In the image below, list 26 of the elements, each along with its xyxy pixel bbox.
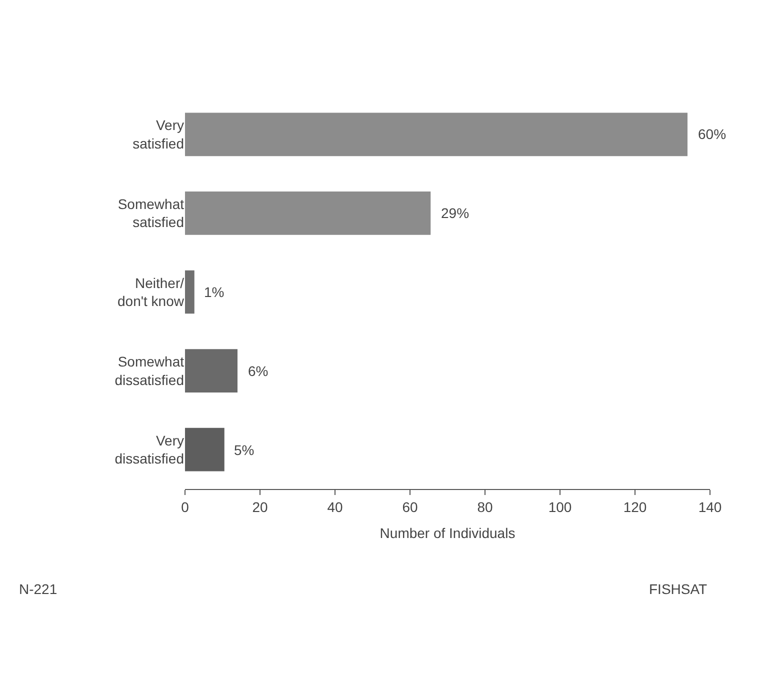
y-tick-label: Very dissatisfied bbox=[114, 432, 184, 467]
x-axis-title: Number of Individuals bbox=[380, 525, 516, 542]
x-tick-label: 140 bbox=[698, 498, 722, 515]
y-tick-label: Somewhat satisfied bbox=[118, 196, 184, 230]
annotation: 5% bbox=[234, 442, 254, 458]
annotation: 29% bbox=[441, 205, 470, 221]
x-tick-label: 100 bbox=[548, 498, 572, 515]
y-tick-label: Somewhat dissatisfied bbox=[114, 354, 184, 388]
x-tick-label: 40 bbox=[327, 498, 343, 515]
bar bbox=[185, 270, 194, 314]
bar bbox=[185, 428, 224, 472]
bar bbox=[185, 112, 688, 156]
text: FISHSAT bbox=[649, 581, 708, 597]
annotation: 60% bbox=[698, 126, 726, 142]
annotation: 6% bbox=[248, 363, 268, 379]
y-tick-label: Very satisfied bbox=[132, 117, 184, 152]
x-tick-label: 0 bbox=[181, 498, 190, 515]
x-tick-label: 60 bbox=[402, 498, 418, 515]
bar bbox=[185, 349, 238, 392]
y-tick-label: Neither/ don't know bbox=[118, 274, 185, 309]
x-tick-label: 120 bbox=[623, 498, 647, 515]
annotation: 1% bbox=[204, 284, 224, 300]
x-tick-label: 20 bbox=[252, 498, 268, 515]
x-tick-label: 80 bbox=[477, 498, 493, 515]
text: N-221 bbox=[19, 581, 58, 597]
bar bbox=[185, 192, 431, 235]
